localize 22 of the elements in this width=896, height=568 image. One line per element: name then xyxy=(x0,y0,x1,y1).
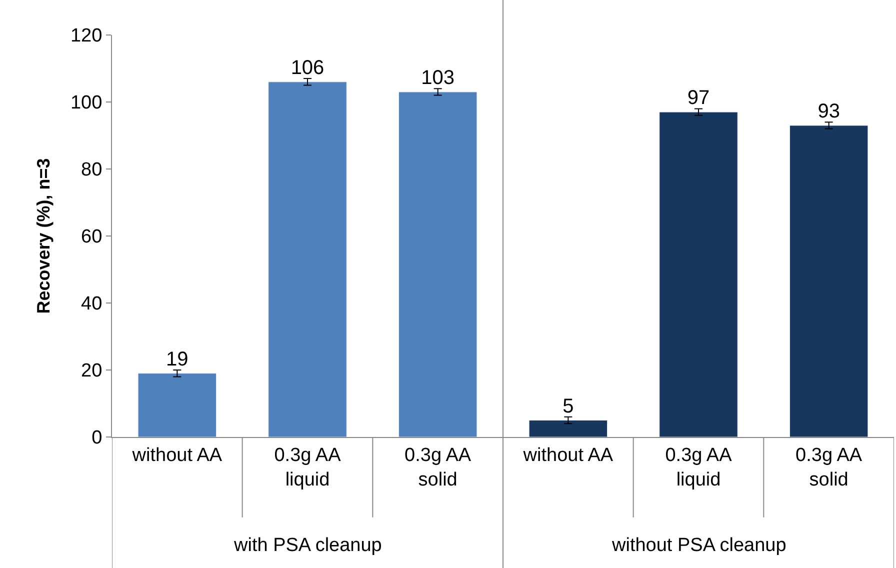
y-tick-label: 40 xyxy=(81,294,102,315)
y-tick-label: 120 xyxy=(70,26,102,47)
y-tick-label: 80 xyxy=(81,160,102,181)
x-tick-label: without AA xyxy=(522,444,614,466)
x-tick-label: 0.3g AA solid xyxy=(796,444,862,490)
x-tick-label: 0.3g AA solid xyxy=(404,444,472,490)
data-label: 103 xyxy=(421,66,455,89)
y-tick-label: 20 xyxy=(81,360,102,382)
y-tick-label: 60 xyxy=(81,226,102,248)
data-label: 106 xyxy=(290,56,324,79)
x-tick-label: 0.3g AA liquid xyxy=(665,444,732,490)
y-tick-label: 100 xyxy=(70,92,102,114)
data-label: 5 xyxy=(562,395,574,418)
data-label: 93 xyxy=(818,100,840,122)
data-label: 97 xyxy=(687,87,710,110)
x-tick-label: 0.3g AA liquid xyxy=(274,444,342,490)
x-tick-label: without AA xyxy=(131,444,222,466)
text: without PSA cleanup xyxy=(611,535,786,556)
y-tick-label: 0 xyxy=(92,428,102,449)
y-axis-title: Recovery (%), n=3 xyxy=(34,158,54,314)
data-label: 19 xyxy=(166,348,188,370)
text: with PSA cleanup xyxy=(233,535,382,556)
